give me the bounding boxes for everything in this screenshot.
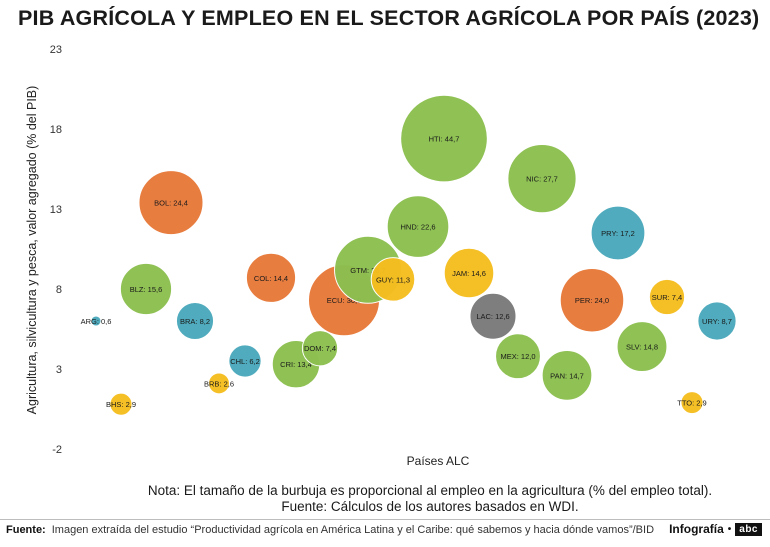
bubble-mark (228, 344, 262, 378)
bubble-hnd: HND: 22,6 (386, 195, 450, 258)
bubble-sur: SUR: 7,4 (648, 278, 686, 316)
bubble-lac: LAC: 12,6 (469, 292, 517, 340)
bubble-label: SUR: 7,4 (652, 293, 682, 302)
bubble-mark (495, 333, 541, 380)
bubble-mark (175, 301, 215, 341)
y-tick-label: 3 (56, 364, 62, 376)
bubble-label: CRI: 13,4 (280, 360, 312, 369)
y-tick-label: 13 (50, 204, 62, 216)
bubble-mark (370, 257, 416, 302)
x-axis-label: Países ALC (407, 454, 470, 468)
bubble-tto: TTO: 2,9 (677, 391, 707, 415)
bubble-mark (680, 391, 704, 415)
bubble-nic: NIC: 27,7 (507, 143, 577, 214)
bubble-label: TTO: 2,9 (677, 399, 706, 408)
bubble-chart: -2 3 8 13 18 23 HTI: 44,7 ECU: 30,0 NIC: 27,7 GT… (25, 44, 737, 468)
footer-label: Fuente: (6, 524, 46, 536)
bubble-label: NIC: 27,7 (526, 175, 558, 184)
bubble-mark (697, 301, 737, 341)
bubble-mark (90, 315, 102, 327)
bubble-brb: BRB: 2,6 (204, 372, 234, 395)
footer-text: Imagen extraída del estudio “Productivid… (51, 524, 655, 536)
bubble-mark (469, 292, 517, 340)
bubble-label: GUY: 11,3 (376, 275, 410, 284)
bubble-layer: HTI: 44,7 ECU: 30,0 NIC: 27,7 GTM: 26,7 BOL:… (81, 94, 737, 416)
bubble-label: BHS: 2,9 (106, 400, 136, 409)
bubble-mark (386, 195, 450, 258)
bubble-per: PER: 24,0 (559, 267, 625, 333)
bubble-ury: URY: 8,7 (697, 301, 737, 341)
credit-text: Infografía (669, 522, 724, 536)
bubble-hti: HTI: 44,7 (400, 94, 488, 183)
chart-note: Nota: El tamaño de la burbuja es proporc… (0, 483, 770, 515)
bubble-label: HTI: 44,7 (429, 135, 460, 144)
bubble-label: MEX: 12,0 (500, 352, 535, 361)
bubble-dom: DOM: 7,4 (301, 330, 339, 367)
footer-divider (0, 519, 770, 520)
bubble-mark (590, 205, 646, 261)
y-axis-label: Agricultura, silvicultura y pesca, valor… (25, 86, 39, 415)
bubble-arg: ARG: 0,6 (81, 315, 112, 327)
bubble-jam: JAM: 14,6 (443, 247, 495, 299)
bubble-slv: SLV: 14,8 (616, 321, 668, 373)
bubble-bhs: BHS: 2,9 (106, 392, 136, 416)
y-tick-label: 23 (50, 44, 62, 56)
bubble-mark (208, 372, 230, 395)
bubble-label: PER: 24,0 (575, 296, 609, 305)
bubble-mark (443, 247, 495, 299)
y-tick-label: 18 (50, 124, 62, 136)
bubble-mark (541, 350, 593, 401)
note-size: Nota: El tamaño de la burbuja es proporc… (147, 483, 713, 498)
bubble-label: CHL: 6,2 (230, 357, 260, 366)
bubble-label: LAC: 12,6 (476, 312, 509, 321)
bubble-label: PRY: 17,2 (601, 229, 635, 238)
bubble-label: BLZ: 15,6 (130, 285, 163, 294)
bubble-mark (119, 262, 173, 316)
bubble-blz: BLZ: 15,6 (119, 262, 173, 316)
bubble-mark (138, 170, 204, 236)
chart-title: PIB AGRÍCOLA Y EMPLEO EN EL SECTOR AGRÍC… (18, 6, 760, 30)
bubble-mark (109, 392, 133, 416)
bubble-label: BOL: 24,4 (154, 199, 188, 208)
bubble-mark (648, 278, 686, 316)
credit-dot: • (727, 523, 732, 535)
bubble-bol: BOL: 24,4 (138, 170, 204, 236)
bubble-col: COL: 14,4 (245, 252, 297, 303)
bubble-mark (559, 267, 625, 333)
bubble-label: JAM: 14,6 (452, 269, 486, 278)
bubble-label: PAN: 14,7 (550, 371, 584, 380)
bubble-guy: GUY: 11,3 (370, 257, 416, 302)
bubble-label: ARG: 0,6 (81, 317, 112, 326)
bubble-chl: CHL: 6,2 (228, 344, 262, 378)
bubble-label: DOM: 7,4 (304, 344, 336, 353)
abc-logo: abc (735, 522, 762, 536)
bubble-label: URY: 8,7 (702, 317, 732, 326)
bubble-mark (616, 321, 668, 373)
note-source: Fuente: Cálculos de los autores basados … (281, 499, 579, 514)
bubble-label: COL: 14,4 (254, 274, 288, 283)
y-axis: -2 3 8 13 18 23 (50, 44, 62, 456)
bubble-mex: MEX: 12,0 (495, 333, 541, 380)
bubble-label: GTM: 26,7 (350, 266, 385, 275)
bubble-mark (245, 252, 297, 303)
bubble-label: BRA: 8,2 (180, 317, 210, 326)
bubble-pan: PAN: 14,7 (541, 350, 593, 401)
bubble-bra: BRA: 8,2 (175, 301, 215, 341)
bubble-label: BRB: 2,6 (204, 379, 234, 388)
bubble-label: SLV: 14,8 (626, 343, 658, 352)
y-tick-label: -2 (52, 444, 62, 456)
credit: Infografía • abc (669, 522, 762, 536)
bubble-pry: PRY: 17,2 (590, 205, 646, 261)
bubble-mark (400, 94, 488, 183)
bubble-label: ECU: 30,0 (327, 296, 362, 305)
bubble-label: HND: 22,6 (400, 223, 435, 232)
footer: Fuente: Imagen extraída del estudio “Prod… (6, 524, 654, 536)
bubble-mark (301, 330, 339, 367)
bubble-mark (507, 143, 577, 214)
y-tick-label: 8 (56, 284, 62, 296)
